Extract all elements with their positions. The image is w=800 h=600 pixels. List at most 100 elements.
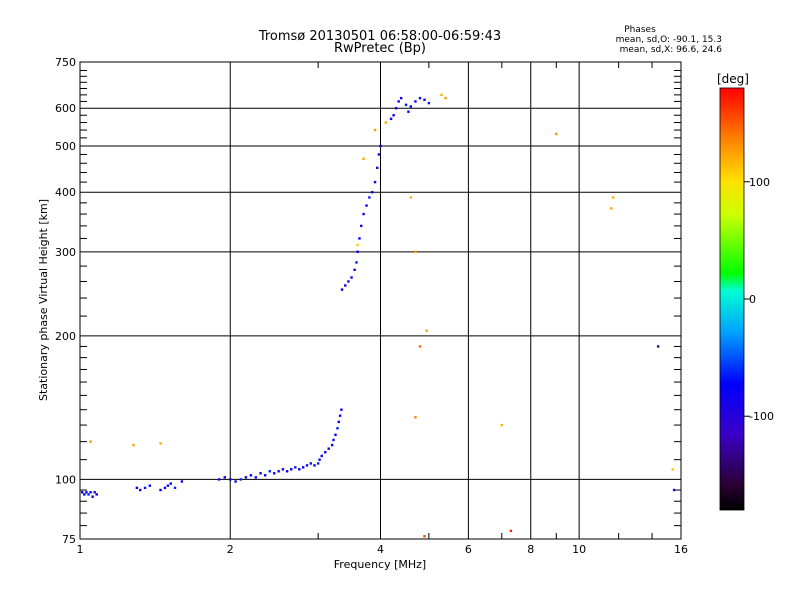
data-point <box>334 433 337 437</box>
data-point <box>336 427 339 430</box>
data-point <box>500 423 504 427</box>
data-point <box>379 144 382 148</box>
data-point <box>440 93 443 97</box>
data-point <box>159 442 162 445</box>
y-tick-label: 300 <box>55 246 76 259</box>
data-point <box>217 478 221 481</box>
data-point <box>318 458 321 461</box>
data-point <box>373 128 377 132</box>
data-point <box>338 414 342 417</box>
data-point <box>656 345 660 348</box>
data-point <box>409 196 412 199</box>
minor-ticks <box>80 62 681 539</box>
grid-lines <box>80 62 681 539</box>
data-point <box>294 466 297 469</box>
data-point <box>80 491 84 494</box>
data-point <box>404 103 408 107</box>
colorbar-ticks: 100 0 -100 <box>744 176 774 423</box>
data-point <box>407 110 410 113</box>
data-point <box>672 488 676 492</box>
data-point <box>394 107 398 110</box>
data-point <box>309 462 312 465</box>
data-point <box>376 166 379 170</box>
data-point <box>365 204 368 207</box>
data-point <box>254 476 257 479</box>
data-point <box>268 470 271 473</box>
colorbar <box>719 87 745 511</box>
data-point <box>163 486 167 490</box>
data-point <box>409 105 412 108</box>
data-point <box>360 224 363 228</box>
data-point <box>389 117 393 121</box>
data-point <box>93 491 96 494</box>
plot-frame <box>79 61 682 540</box>
data-point <box>355 261 358 264</box>
data-point <box>316 462 320 465</box>
data-point <box>377 153 381 156</box>
data-point <box>301 466 305 469</box>
data-points <box>80 93 676 538</box>
data-point <box>350 276 353 279</box>
data-point <box>414 416 417 419</box>
data-point <box>281 468 285 471</box>
data-point <box>444 96 447 100</box>
data-point <box>244 476 248 479</box>
y-tick-label: 500 <box>55 140 76 153</box>
data-point <box>83 493 86 496</box>
colorbar-tick-label: 0 <box>749 293 756 306</box>
y-tick-label: 750 <box>55 56 76 69</box>
data-point <box>166 484 170 487</box>
y-axis-label: Stationary phase Virtual Height [km] <box>37 199 50 401</box>
data-point <box>87 493 90 496</box>
x-tick-label: 8 <box>527 543 534 556</box>
data-point <box>425 329 428 332</box>
data-point <box>332 438 335 442</box>
data-point <box>423 535 426 538</box>
data-point <box>135 486 139 490</box>
x-tick-label: 6 <box>465 543 472 556</box>
colorbar-label: [deg] <box>717 72 749 86</box>
data-point <box>414 250 417 254</box>
data-point <box>373 180 377 184</box>
y-tick-label: 100 <box>55 473 76 486</box>
data-point <box>327 447 330 450</box>
data-point <box>320 454 323 458</box>
data-point <box>95 493 98 496</box>
data-point <box>671 468 674 471</box>
data-point <box>180 480 184 483</box>
x-tick-label: 2 <box>227 543 234 556</box>
x-tick-label: 1 <box>77 543 84 556</box>
data-point <box>159 488 162 492</box>
y-tick-label: 200 <box>55 330 76 343</box>
data-point <box>285 470 289 473</box>
data-point <box>89 440 92 443</box>
stats-header: Phases <box>624 25 656 35</box>
data-point <box>368 196 371 199</box>
data-point <box>337 420 341 424</box>
data-point <box>85 491 88 494</box>
x-axis-label: Frequency [MHz] <box>334 558 426 571</box>
data-point <box>509 529 513 533</box>
stats-x-line: mean, sd,X: 96.6, 24.6 <box>620 45 723 55</box>
data-point <box>418 96 422 100</box>
data-point <box>423 98 426 101</box>
x-tick-label: 4 <box>377 543 384 556</box>
x-tick-label: 16 <box>674 543 688 556</box>
data-point <box>91 495 94 498</box>
data-point <box>384 121 388 124</box>
data-point <box>414 100 417 103</box>
y-tick-label: 75 <box>62 533 76 546</box>
chart-subtitle: RwPretec (Bp) <box>334 41 426 56</box>
colorbar-tick-label: -100 <box>749 410 774 423</box>
data-point <box>340 288 344 291</box>
data-point <box>138 488 142 492</box>
data-point <box>173 486 177 490</box>
data-point <box>132 443 135 447</box>
data-point <box>169 482 172 485</box>
data-point <box>298 468 301 471</box>
data-point <box>356 250 359 254</box>
data-point <box>358 237 361 240</box>
data-point <box>313 464 316 467</box>
data-point <box>249 474 253 477</box>
